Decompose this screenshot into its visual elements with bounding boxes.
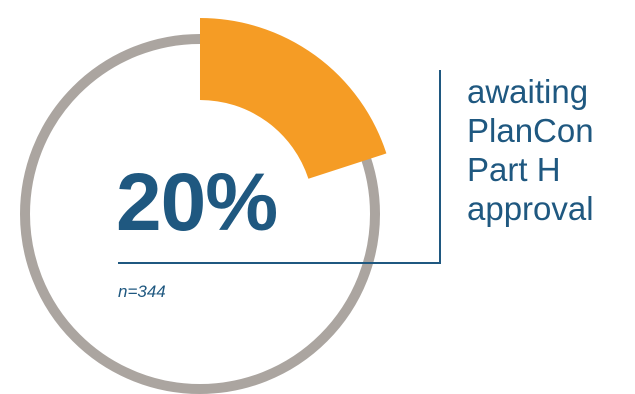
description-line: awaiting [467, 73, 589, 110]
description-line: Part H [467, 151, 561, 188]
sample-size-label: n=344 [118, 282, 166, 301]
description-line: approval [467, 190, 594, 227]
donut-value-arc [198, 18, 387, 180]
description-line: PlanCon [467, 112, 594, 149]
callout-description: awaiting PlanCon Part H approval [467, 72, 632, 228]
donut-track-ring [20, 34, 380, 394]
callout-connector-line [118, 70, 441, 264]
percentage-value: 20% [116, 157, 278, 248]
